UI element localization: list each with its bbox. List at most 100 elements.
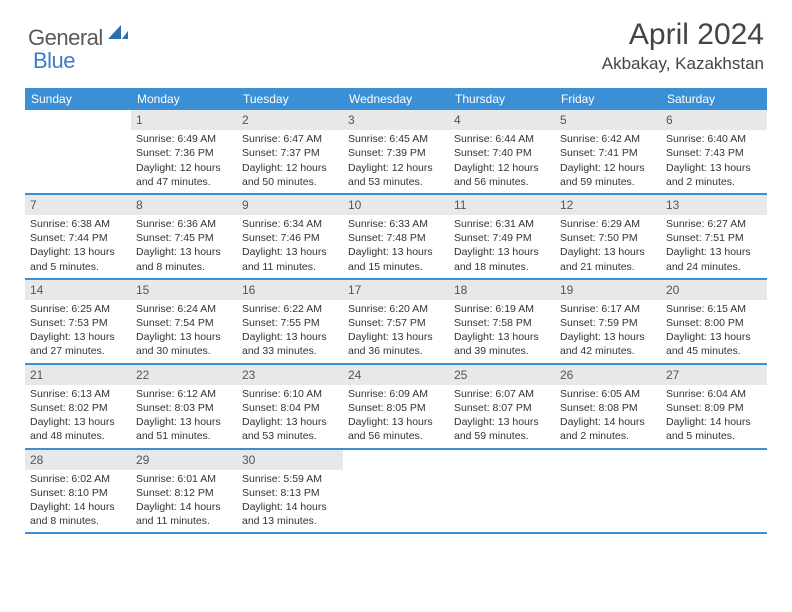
day-cell: 30Sunrise: 5:59 AMSunset: 8:13 PMDayligh… — [237, 450, 343, 533]
day-details: Sunrise: 6:15 AMSunset: 8:00 PMDaylight:… — [661, 300, 767, 363]
day-details: Sunrise: 6:49 AMSunset: 7:36 PMDaylight:… — [131, 130, 237, 193]
day-number: 11 — [449, 195, 555, 215]
calendar: SundayMondayTuesdayWednesdayThursdayFrid… — [25, 88, 767, 534]
day-cell: 20Sunrise: 6:15 AMSunset: 8:00 PMDayligh… — [661, 280, 767, 363]
day-cell: 16Sunrise: 6:22 AMSunset: 7:55 PMDayligh… — [237, 280, 343, 363]
daylight-text: Daylight: 13 hours and 51 minutes. — [136, 415, 232, 443]
day-details: Sunrise: 6:02 AMSunset: 8:10 PMDaylight:… — [25, 470, 131, 533]
day-cell: 28Sunrise: 6:02 AMSunset: 8:10 PMDayligh… — [25, 450, 131, 533]
day-details: Sunrise: 6:09 AMSunset: 8:05 PMDaylight:… — [343, 385, 449, 448]
day-cell: 29Sunrise: 6:01 AMSunset: 8:12 PMDayligh… — [131, 450, 237, 533]
daylight-text: Daylight: 13 hours and 30 minutes. — [136, 330, 232, 358]
day-number: 17 — [343, 280, 449, 300]
day-details: Sunrise: 6:04 AMSunset: 8:09 PMDaylight:… — [661, 385, 767, 448]
day-cell: 25Sunrise: 6:07 AMSunset: 8:07 PMDayligh… — [449, 365, 555, 448]
daylight-text: Daylight: 12 hours and 56 minutes. — [454, 161, 550, 189]
daylight-text: Daylight: 12 hours and 50 minutes. — [242, 161, 338, 189]
sunset-text: Sunset: 7:54 PM — [136, 316, 232, 330]
sunrise-text: Sunrise: 6:33 AM — [348, 217, 444, 231]
sunset-text: Sunset: 7:57 PM — [348, 316, 444, 330]
day-cell: 23Sunrise: 6:10 AMSunset: 8:04 PMDayligh… — [237, 365, 343, 448]
day-number: 16 — [237, 280, 343, 300]
day-number: 19 — [555, 280, 661, 300]
day-number: 20 — [661, 280, 767, 300]
day-details: Sunrise: 6:27 AMSunset: 7:51 PMDaylight:… — [661, 215, 767, 278]
day-number: 4 — [449, 110, 555, 130]
day-cell: 8Sunrise: 6:36 AMSunset: 7:45 PMDaylight… — [131, 195, 237, 278]
day-cell — [661, 450, 767, 533]
sunset-text: Sunset: 7:51 PM — [666, 231, 762, 245]
sunrise-text: Sunrise: 6:40 AM — [666, 132, 762, 146]
sunrise-text: Sunrise: 6:27 AM — [666, 217, 762, 231]
day-cell: 13Sunrise: 6:27 AMSunset: 7:51 PMDayligh… — [661, 195, 767, 278]
day-number: 22 — [131, 365, 237, 385]
day-number: 18 — [449, 280, 555, 300]
daylight-text: Daylight: 13 hours and 39 minutes. — [454, 330, 550, 358]
day-cell: 26Sunrise: 6:05 AMSunset: 8:08 PMDayligh… — [555, 365, 661, 448]
sunrise-text: Sunrise: 6:38 AM — [30, 217, 126, 231]
sunset-text: Sunset: 7:37 PM — [242, 146, 338, 160]
sunset-text: Sunset: 8:07 PM — [454, 401, 550, 415]
day-details: Sunrise: 6:40 AMSunset: 7:43 PMDaylight:… — [661, 130, 767, 193]
sunrise-text: Sunrise: 6:05 AM — [560, 387, 656, 401]
day-cell: 2Sunrise: 6:47 AMSunset: 7:37 PMDaylight… — [237, 110, 343, 193]
day-number: 23 — [237, 365, 343, 385]
weeks-container: 1Sunrise: 6:49 AMSunset: 7:36 PMDaylight… — [25, 110, 767, 534]
day-details: Sunrise: 6:34 AMSunset: 7:46 PMDaylight:… — [237, 215, 343, 278]
day-cell: 4Sunrise: 6:44 AMSunset: 7:40 PMDaylight… — [449, 110, 555, 193]
sunrise-text: Sunrise: 6:19 AM — [454, 302, 550, 316]
daylight-text: Daylight: 13 hours and 56 minutes. — [348, 415, 444, 443]
daylight-text: Daylight: 13 hours and 27 minutes. — [30, 330, 126, 358]
sunset-text: Sunset: 7:46 PM — [242, 231, 338, 245]
month-title: April 2024 — [602, 18, 764, 52]
sunrise-text: Sunrise: 6:47 AM — [242, 132, 338, 146]
day-number: 10 — [343, 195, 449, 215]
day-number: 27 — [661, 365, 767, 385]
day-cell: 21Sunrise: 6:13 AMSunset: 8:02 PMDayligh… — [25, 365, 131, 448]
sunset-text: Sunset: 7:53 PM — [30, 316, 126, 330]
sunrise-text: Sunrise: 6:34 AM — [242, 217, 338, 231]
sunset-text: Sunset: 8:02 PM — [30, 401, 126, 415]
sunrise-text: Sunrise: 6:25 AM — [30, 302, 126, 316]
daylight-text: Daylight: 13 hours and 45 minutes. — [666, 330, 762, 358]
dayname-cell: Monday — [131, 88, 237, 110]
sunset-text: Sunset: 8:03 PM — [136, 401, 232, 415]
day-number: 1 — [131, 110, 237, 130]
header: General April 2024 Akbakay, Kazakhstan — [0, 0, 792, 80]
sunrise-text: Sunrise: 6:20 AM — [348, 302, 444, 316]
sunset-text: Sunset: 7:41 PM — [560, 146, 656, 160]
day-details: Sunrise: 6:45 AMSunset: 7:39 PMDaylight:… — [343, 130, 449, 193]
day-details: Sunrise: 6:20 AMSunset: 7:57 PMDaylight:… — [343, 300, 449, 363]
sunrise-text: Sunrise: 6:44 AM — [454, 132, 550, 146]
week-row: 21Sunrise: 6:13 AMSunset: 8:02 PMDayligh… — [25, 365, 767, 450]
sunrise-text: Sunrise: 5:59 AM — [242, 472, 338, 486]
sunrise-text: Sunrise: 6:24 AM — [136, 302, 232, 316]
daylight-text: Daylight: 13 hours and 5 minutes. — [30, 245, 126, 273]
dayname-cell: Thursday — [449, 88, 555, 110]
day-details: Sunrise: 6:31 AMSunset: 7:49 PMDaylight:… — [449, 215, 555, 278]
sunrise-text: Sunrise: 6:02 AM — [30, 472, 126, 486]
sunset-text: Sunset: 8:09 PM — [666, 401, 762, 415]
sunset-text: Sunset: 7:58 PM — [454, 316, 550, 330]
day-details: Sunrise: 6:10 AMSunset: 8:04 PMDaylight:… — [237, 385, 343, 448]
day-number: 14 — [25, 280, 131, 300]
sunrise-text: Sunrise: 6:07 AM — [454, 387, 550, 401]
day-details: Sunrise: 6:19 AMSunset: 7:58 PMDaylight:… — [449, 300, 555, 363]
sunset-text: Sunset: 8:04 PM — [242, 401, 338, 415]
sunset-text: Sunset: 8:00 PM — [666, 316, 762, 330]
title-block: April 2024 Akbakay, Kazakhstan — [602, 18, 764, 74]
day-details: Sunrise: 6:47 AMSunset: 7:37 PMDaylight:… — [237, 130, 343, 193]
day-number: 7 — [25, 195, 131, 215]
daylight-text: Daylight: 13 hours and 33 minutes. — [242, 330, 338, 358]
week-row: 1Sunrise: 6:49 AMSunset: 7:36 PMDaylight… — [25, 110, 767, 195]
day-cell: 3Sunrise: 6:45 AMSunset: 7:39 PMDaylight… — [343, 110, 449, 193]
day-cell: 17Sunrise: 6:20 AMSunset: 7:57 PMDayligh… — [343, 280, 449, 363]
sunrise-text: Sunrise: 6:45 AM — [348, 132, 444, 146]
sunset-text: Sunset: 7:48 PM — [348, 231, 444, 245]
day-number: 12 — [555, 195, 661, 215]
day-cell: 27Sunrise: 6:04 AMSunset: 8:09 PMDayligh… — [661, 365, 767, 448]
daylight-text: Daylight: 14 hours and 2 minutes. — [560, 415, 656, 443]
day-cell: 12Sunrise: 6:29 AMSunset: 7:50 PMDayligh… — [555, 195, 661, 278]
day-cell: 24Sunrise: 6:09 AMSunset: 8:05 PMDayligh… — [343, 365, 449, 448]
sunrise-text: Sunrise: 6:29 AM — [560, 217, 656, 231]
